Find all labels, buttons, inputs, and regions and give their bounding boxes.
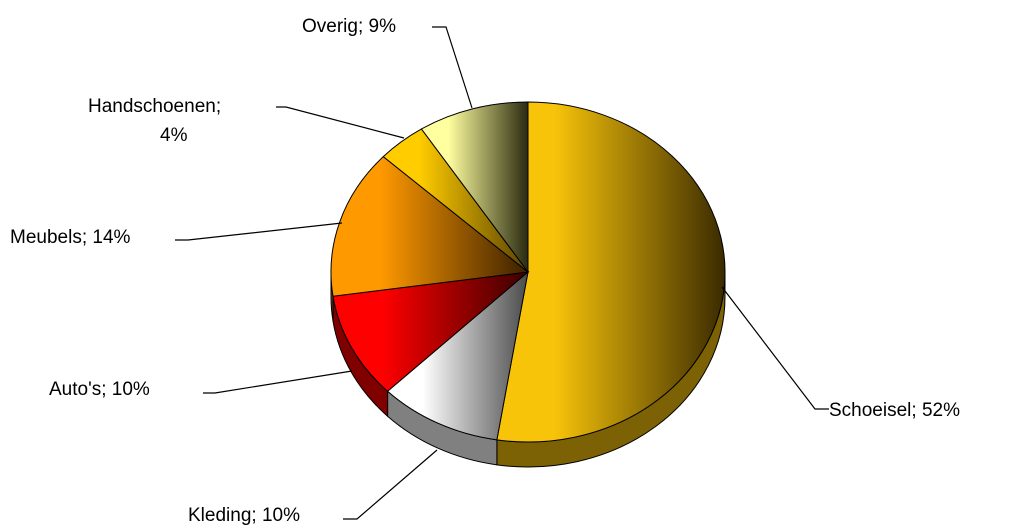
- label-handschoenen-name: Handschoenen;: [88, 96, 221, 117]
- label-meubels: Meubels; 14%: [10, 227, 131, 248]
- slice-meubels: [330, 155, 530, 297]
- label-overig: Overig; 9%: [302, 16, 396, 37]
- leader-lines: [175, 26, 829, 520]
- slice-schoeisel: [496, 101, 726, 443]
- leader-overig: [432, 26, 473, 109]
- leader-auto-s: [203, 370, 353, 394]
- slice-kleding: [386, 270, 529, 441]
- label-kleding: Kleding; 10%: [188, 505, 300, 526]
- leader-meubels: [175, 222, 343, 241]
- label-autos: Auto's; 10%: [49, 379, 150, 400]
- leader-kleding: [343, 449, 438, 520]
- pie-slices: [330, 101, 726, 443]
- data-labels: Schoeisel; 52% Kleding; 10% Auto's; 10% …: [10, 16, 960, 526]
- leader-handschoenen: [276, 106, 405, 139]
- leader-schoeisel: [721, 286, 829, 410]
- slice-overig: [420, 101, 529, 274]
- slice-auto-s: [332, 271, 530, 392]
- label-handschoenen-pct: 4%: [160, 125, 188, 146]
- label-schoeisel: Schoeisel; 52%: [829, 400, 960, 421]
